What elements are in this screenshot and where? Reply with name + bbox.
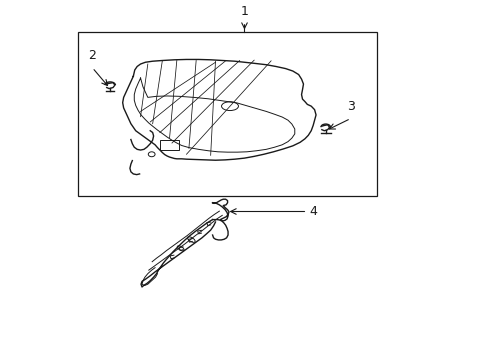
Text: 1: 1 bbox=[240, 5, 248, 18]
Text: 3: 3 bbox=[346, 100, 354, 113]
Text: 4: 4 bbox=[309, 205, 317, 218]
Bar bbox=[160, 140, 179, 150]
Text: 2: 2 bbox=[88, 49, 96, 62]
Bar bbox=[78, 32, 377, 196]
